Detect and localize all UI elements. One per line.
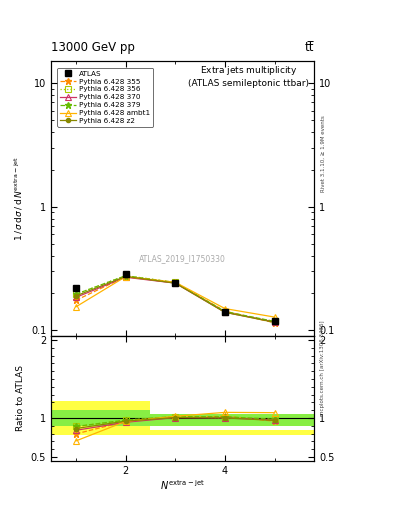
Pythia 6.428 370: [123, 274, 128, 280]
Pythia 6.428 ambt1: [272, 314, 277, 320]
Pythia 6.428 z2: [272, 319, 277, 326]
Text: Rivet 3.1.10, ≥ 1.9M events: Rivet 3.1.10, ≥ 1.9M events: [320, 115, 325, 192]
Pythia 6.428 355: [222, 308, 227, 314]
Line: ATLAS: ATLAS: [73, 271, 278, 324]
Pythia 6.428 ambt1: [73, 304, 78, 310]
Pythia 6.428 356: [272, 318, 277, 325]
Pythia 6.428 z2: [123, 273, 128, 280]
ATLAS: [173, 280, 178, 286]
Text: tt̅: tt̅: [305, 41, 314, 54]
Text: 13000 GeV pp: 13000 GeV pp: [51, 41, 135, 54]
ATLAS: [123, 271, 128, 277]
Pythia 6.428 379: [272, 318, 277, 325]
Pythia 6.428 370: [173, 280, 178, 286]
Text: Extra jets multiplicity $\bf{}$
(ATLAS semileptonic ttbar): Extra jets multiplicity $\bf{}$ (ATLAS s…: [188, 64, 309, 88]
Line: Pythia 6.428 z2: Pythia 6.428 z2: [74, 274, 277, 325]
Pythia 6.428 379: [173, 280, 178, 286]
Pythia 6.428 355: [272, 320, 277, 326]
ATLAS: [222, 309, 227, 315]
Line: Pythia 6.428 356: Pythia 6.428 356: [73, 273, 277, 324]
Pythia 6.428 379: [123, 272, 128, 279]
Line: Pythia 6.428 370: Pythia 6.428 370: [73, 274, 277, 325]
Pythia 6.428 379: [73, 291, 78, 297]
Pythia 6.428 356: [123, 272, 128, 279]
Pythia 6.428 356: [173, 280, 178, 286]
Pythia 6.428 356: [73, 291, 78, 297]
Pythia 6.428 355: [173, 280, 178, 286]
ATLAS: [272, 317, 277, 324]
Line: Pythia 6.428 355: Pythia 6.428 355: [72, 273, 278, 326]
X-axis label: $N^{\mathrm{extra-jet}}$: $N^{\mathrm{extra-jet}}$: [160, 478, 205, 492]
Pythia 6.428 370: [73, 294, 78, 301]
Pythia 6.428 379: [222, 308, 227, 314]
Pythia 6.428 355: [73, 297, 78, 304]
Pythia 6.428 z2: [222, 309, 227, 315]
Text: ATLAS_2019_I1750330: ATLAS_2019_I1750330: [139, 254, 226, 264]
Pythia 6.428 z2: [73, 293, 78, 299]
Pythia 6.428 355: [123, 273, 128, 280]
ATLAS: [73, 285, 78, 291]
Text: mcplots.cern.ch [arXiv:1306.3436]: mcplots.cern.ch [arXiv:1306.3436]: [320, 321, 325, 416]
Pythia 6.428 ambt1: [173, 279, 178, 285]
Pythia 6.428 ambt1: [222, 306, 227, 312]
Pythia 6.428 z2: [173, 280, 178, 286]
Legend: ATLAS, Pythia 6.428 355, Pythia 6.428 356, Pythia 6.428 370, Pythia 6.428 379, P: ATLAS, Pythia 6.428 355, Pythia 6.428 35…: [57, 68, 153, 127]
Pythia 6.428 370: [222, 309, 227, 315]
Pythia 6.428 370: [272, 319, 277, 325]
Line: Pythia 6.428 379: Pythia 6.428 379: [72, 272, 278, 325]
Y-axis label: $1\,/\,\sigma\,\mathrm{d}\sigma\,/\,\mathrm{d}\,N^{\mathrm{extra-jet}}$: $1\,/\,\sigma\,\mathrm{d}\sigma\,/\,\mat…: [13, 156, 26, 241]
Pythia 6.428 356: [222, 309, 227, 315]
Y-axis label: Ratio to ATLAS: Ratio to ATLAS: [16, 366, 25, 432]
Pythia 6.428 ambt1: [123, 273, 128, 280]
Line: Pythia 6.428 ambt1: Pythia 6.428 ambt1: [73, 274, 277, 320]
